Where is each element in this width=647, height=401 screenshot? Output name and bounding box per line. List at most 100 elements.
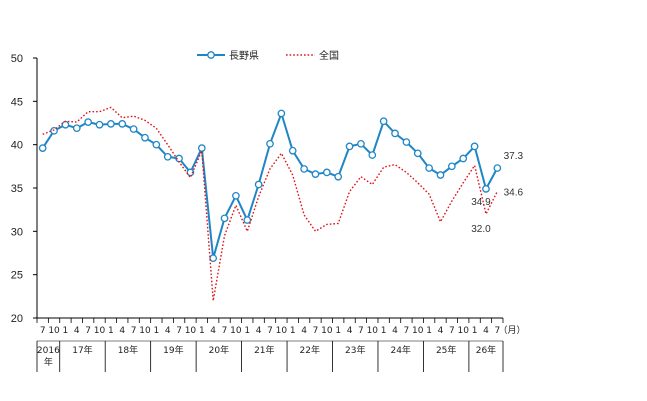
data-point <box>95 120 104 129</box>
year-label: 22年 <box>300 344 320 356</box>
data-point <box>254 180 263 189</box>
data-point <box>425 164 433 172</box>
data-point <box>493 164 502 172</box>
series-line-zenkoku <box>42 106 498 301</box>
x-tick-label: 1 <box>472 326 478 336</box>
data-point <box>345 142 354 151</box>
x-tick-label: 7 <box>85 326 91 336</box>
x-tick-label: 4 <box>74 326 80 336</box>
data-label: 37.3 <box>504 151 524 162</box>
x-tick-label: 10 <box>94 326 106 336</box>
data-point <box>38 144 47 152</box>
data-point <box>186 168 195 177</box>
data-point <box>482 185 490 193</box>
x-tick-label: 7 <box>222 326 228 336</box>
x-tick-label: 1 <box>244 326 250 336</box>
data-point <box>152 140 161 149</box>
data-point <box>300 165 308 173</box>
legend-label-zenkoku: 全国 <box>319 49 339 62</box>
y-tick-label: 50 <box>11 53 23 65</box>
x-tick-label: 7 <box>404 326 410 336</box>
y-tick-label: 25 <box>11 270 23 282</box>
year-label: 年 <box>44 356 53 368</box>
x-tick-label: 4 <box>483 326 489 336</box>
data-point <box>61 120 70 129</box>
data-point <box>163 152 172 161</box>
x-tick-label: 1 <box>63 326 69 336</box>
data-point <box>459 154 468 163</box>
data-label: 34.9 <box>471 197 491 208</box>
x-tick-label: 4 <box>165 326 171 336</box>
x-tick-label: 7 <box>494 326 500 336</box>
x-unit-label: （月） <box>498 325 525 336</box>
data-point <box>322 168 331 177</box>
x-tick-label: 4 <box>438 326 444 336</box>
data-point <box>84 118 92 126</box>
data-label: 32.0 <box>471 224 491 235</box>
year-label: 19年 <box>163 344 183 356</box>
x-tick-label: 10 <box>48 326 60 336</box>
year-label: 17年 <box>72 344 92 356</box>
year-label: 20年 <box>209 344 229 356</box>
x-tick-label: 1 <box>290 326 296 336</box>
data-point <box>334 172 343 181</box>
x-tick-label: 10 <box>321 326 333 336</box>
data-point <box>402 138 411 146</box>
year-label: 25年 <box>436 344 456 356</box>
legend: 長野県 全国 <box>197 49 339 62</box>
year-label: 24年 <box>390 344 410 356</box>
x-tick-label: 4 <box>301 326 307 336</box>
year-label: 2016 <box>37 346 60 356</box>
data-point <box>50 126 58 135</box>
data-label: 34.6 <box>504 187 524 198</box>
x-tick-label: 4 <box>347 326 353 336</box>
x-tick-label: 10 <box>367 326 379 336</box>
y-tick-label: 20 <box>11 313 23 325</box>
legend-label-nagano: 長野県 <box>229 50 259 62</box>
data-labels: 37.3 34.6 34.9 32.0 <box>471 151 523 235</box>
x-tick-label: 1 <box>381 326 387 336</box>
data-point <box>470 142 479 151</box>
data-point <box>118 120 127 128</box>
x-tick-label: 7 <box>449 326 455 336</box>
data-point <box>129 125 138 133</box>
year-label: 26年 <box>476 344 496 356</box>
data-point <box>413 149 422 158</box>
data-point <box>232 191 240 200</box>
x-tick-label: 7 <box>131 326 137 336</box>
data-point <box>368 151 377 159</box>
legend-marker-nagano <box>207 51 215 59</box>
y-tick-label: 45 <box>11 96 23 108</box>
data-point <box>209 254 218 263</box>
data-point <box>311 170 320 178</box>
series-line-nagano <box>41 110 499 259</box>
data-point <box>266 139 274 148</box>
x-tick-label: 7 <box>40 326 46 336</box>
x-tick-label: 1 <box>108 326 114 336</box>
data-point <box>436 171 445 179</box>
data-point <box>448 162 456 171</box>
x-tick-label: 4 <box>119 326 125 336</box>
y-tick-label: 35 <box>11 183 23 195</box>
x-tick-label: 7 <box>176 326 182 336</box>
data-point <box>107 120 115 128</box>
year-label: 23年 <box>345 344 365 356</box>
x-tick-label: 7 <box>267 326 273 336</box>
data-point <box>141 133 149 142</box>
x-tick-label: 1 <box>335 326 341 336</box>
x-tick-label: 1 <box>199 326 205 336</box>
data-point <box>391 129 399 138</box>
x-tick-label: 10 <box>139 326 151 336</box>
data-point <box>277 109 286 118</box>
y-tick-label: 40 <box>11 140 23 152</box>
year-label: 18年 <box>118 344 138 356</box>
data-point <box>357 139 365 148</box>
data-point <box>379 117 388 126</box>
x-tick-label: 4 <box>210 326 216 336</box>
x-tick-label: 7 <box>313 326 319 336</box>
x-tick-label: 10 <box>457 326 469 336</box>
x-tick-label: 1 <box>153 326 159 336</box>
x-tick-label: 10 <box>185 326 197 336</box>
x-tick-label: 10 <box>276 326 288 336</box>
